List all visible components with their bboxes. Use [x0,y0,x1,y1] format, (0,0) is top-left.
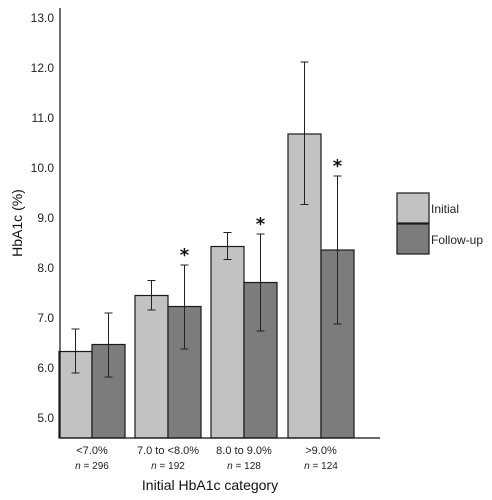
error-bar-followup-2 [256,233,265,332]
y-tick-label-7: 12.0 [31,61,55,75]
significance-star-1: * [180,245,190,266]
x-category-n-0: n = 296 [75,461,109,472]
error-bars-group [71,61,342,378]
error-bar-followup-0 [104,312,113,378]
x-category-label-0: <7.0% [76,445,108,457]
x-axis-title: Initial HbA1c category [142,477,278,493]
error-bar-initial-3 [300,61,309,205]
y-tick-label-4: 9.0 [37,211,54,225]
legend-label-followup: Follow-up [431,233,483,247]
y-tick-label-0: 5.0 [37,411,54,425]
y-tick-label-1: 6.0 [37,361,54,375]
error-bar-initial-1 [147,280,156,311]
x-category-n-2: n = 128 [227,461,261,472]
y-tick-label-8: 13.0 [31,11,55,25]
y-tick-label-3: 8.0 [37,261,54,275]
x-category-n-1: n = 192 [151,461,185,472]
legend-swatch-followup [396,223,430,255]
y-tick-label-6: 11.0 [32,111,55,125]
y-axis-title: HbA1c (%) [9,189,25,257]
x-category-label-1: 7.0 to <8.0% [137,445,199,457]
error-bar-followup-1 [180,264,189,350]
x-category-n-3: n = 124 [304,461,338,472]
x-category-label-2: 8.0 to 9.0% [216,445,272,457]
legend: Initial Follow-up [396,192,483,255]
y-axis-ticks: 5.0 6.0 7.0 8.0 9.0 10.0 11.0 12.0 13.0 [31,11,55,425]
error-bar-followup-3 [333,175,342,325]
significance-markers: * * * [180,156,343,266]
y-tick-label-5: 10.0 [31,161,55,175]
x-axis-labels: <7.0% n = 296 7.0 to <8.0% n = 192 8.0 to 9.… [75,445,338,472]
error-bar-initial-0 [71,328,80,374]
x-category-label-3: >9.0% [305,445,337,457]
significance-star-2: * [256,214,266,235]
bars-group [58,133,355,439]
bar-initial-2 [210,245,245,439]
error-bar-initial-2 [223,232,232,260]
significance-star-3: * [333,156,343,177]
legend-swatch-initial [396,192,430,224]
bar-followup-2 [243,281,278,439]
legend-label-initial: Initial [431,202,459,216]
y-tick-label-2: 7.0 [37,311,54,325]
bar-initial-1 [134,294,169,439]
